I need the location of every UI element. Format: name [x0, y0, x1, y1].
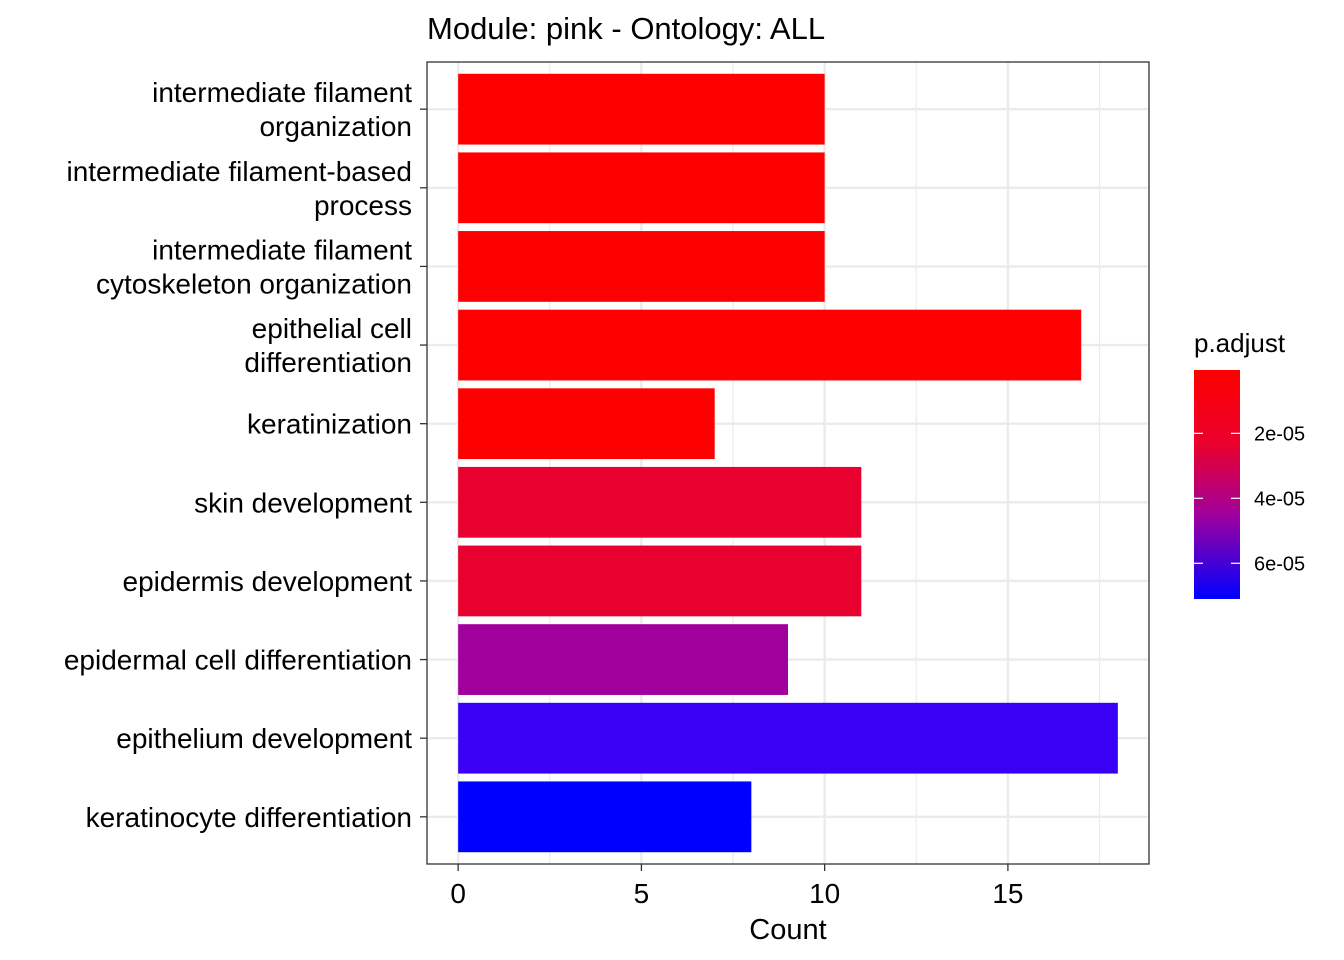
bar: [458, 466, 862, 538]
bar: [458, 781, 752, 853]
y-tick-label: cytoskeleton organization: [96, 268, 412, 299]
y-tick-label: intermediate filament-based: [66, 156, 412, 187]
bars: [458, 73, 1118, 853]
legend-tick-label: 2e-05: [1254, 423, 1305, 445]
bar: [458, 624, 788, 695]
x-tick-label: 0: [450, 878, 466, 909]
y-tick-label: keratinocyte differentiation: [86, 802, 412, 833]
y-tick-label: epidermal cell differentiation: [64, 645, 412, 676]
y-tick-label: keratinization: [247, 409, 412, 440]
y-tick-label: epithelium development: [116, 723, 412, 754]
y-tick-label: organization: [259, 111, 412, 142]
x-tick-label: 5: [634, 878, 650, 909]
bar: [458, 309, 1082, 381]
y-tick-label: differentiation: [244, 347, 412, 378]
bar: [458, 545, 862, 617]
bar: [458, 388, 715, 460]
legend-title: p.adjust: [1194, 328, 1286, 358]
y-tick-label: intermediate filament: [152, 234, 412, 265]
bar: [458, 152, 825, 224]
x-tick-label: 15: [992, 878, 1023, 909]
x-axis: 0 5 10 15: [450, 864, 1023, 909]
y-tick-label: epidermis development: [123, 566, 413, 597]
bar: [458, 702, 1118, 774]
legend-colorbar: [1194, 370, 1240, 599]
y-tick-label: epithelial cell: [252, 313, 412, 344]
plot-panel-border: [426, 61, 1150, 865]
bar: [458, 231, 825, 302]
y-tick-label: skin development: [194, 487, 412, 518]
bar: [458, 73, 825, 145]
y-tick-label: process: [314, 190, 412, 221]
y-axis: intermediate filamentorganizationinterme…: [64, 77, 427, 833]
legend-tick-label: 6e-05: [1254, 553, 1305, 575]
x-axis-title: Count: [749, 914, 826, 946]
legend-tick-label: 4e-05: [1254, 488, 1305, 510]
x-tick-label: 10: [809, 878, 840, 909]
y-tick-label: intermediate filament: [152, 77, 412, 108]
legend-ticks: 2e-05 4e-05 6e-05: [1194, 423, 1305, 575]
chart-title: Module: pink - Ontology: ALL: [427, 11, 825, 46]
legend: p.adjust 2e-05 4e-05 6e-05: [1194, 328, 1305, 599]
